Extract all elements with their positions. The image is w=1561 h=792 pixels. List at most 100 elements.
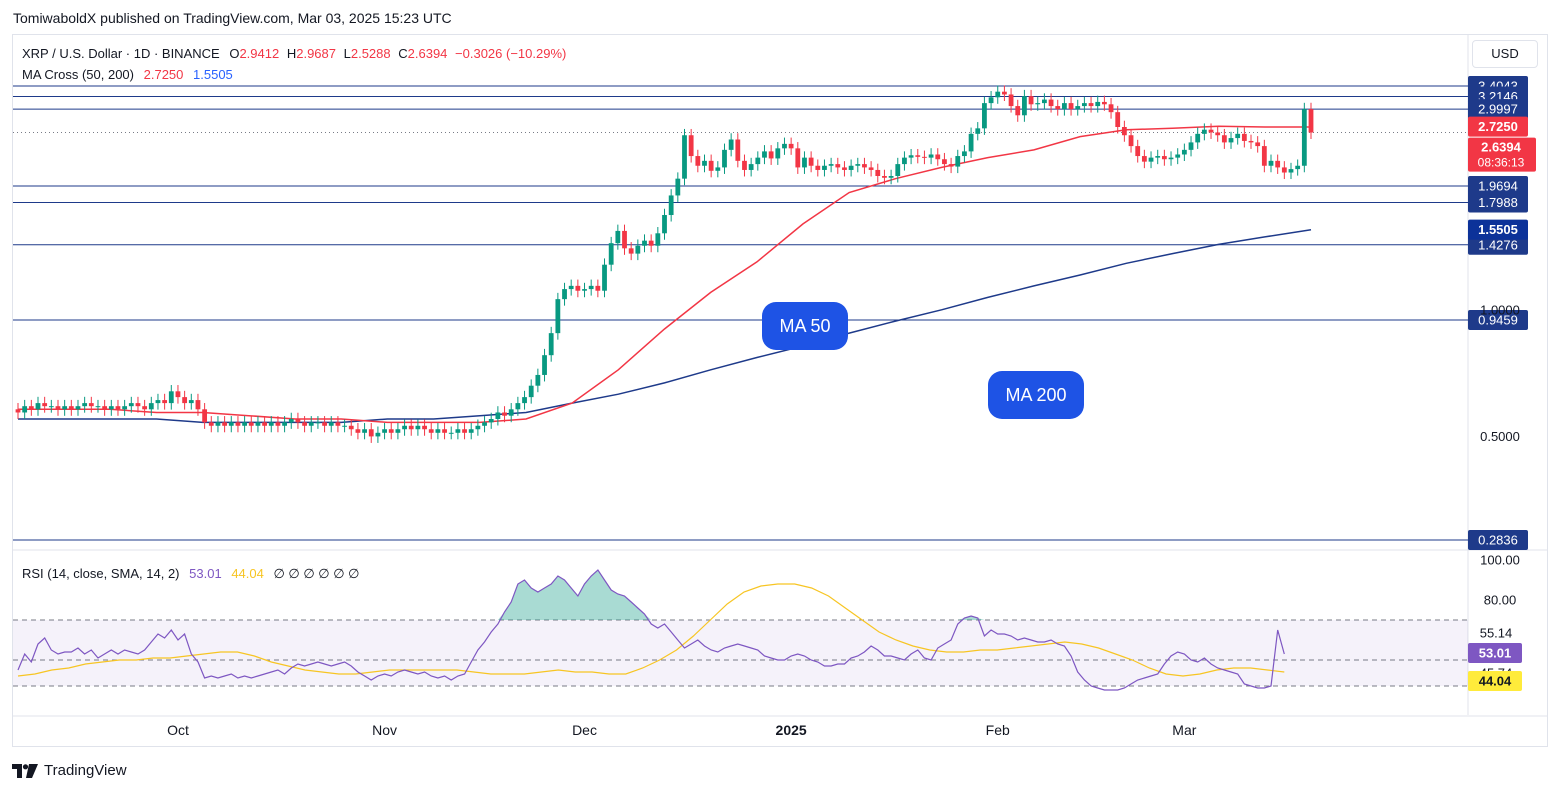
current-price-label: 2.6394 bbox=[1481, 140, 1522, 155]
candle-body bbox=[42, 403, 48, 407]
candle-body bbox=[488, 419, 494, 423]
rsi-sma-line bbox=[17, 583, 1285, 677]
candle-body bbox=[1241, 133, 1247, 141]
currency-button[interactable]: USD bbox=[1472, 40, 1538, 68]
change-value: −0.3026 (−10.29%) bbox=[455, 46, 567, 61]
candle-body bbox=[822, 165, 827, 170]
candle-body bbox=[75, 406, 81, 410]
candle-body bbox=[1095, 101, 1101, 107]
candle-body bbox=[408, 425, 414, 430]
candle-body bbox=[628, 248, 634, 254]
candle-body bbox=[968, 133, 974, 152]
candle-body bbox=[635, 245, 641, 254]
candle-body bbox=[1068, 103, 1074, 110]
candle-body bbox=[1002, 91, 1007, 95]
horizontal-level-label: 1.7988 bbox=[1478, 195, 1518, 210]
symbol-name: XRP / U.S. Dollar · 1D · BINANCE bbox=[22, 46, 220, 61]
rsi-line bbox=[17, 569, 1285, 691]
candle-body bbox=[875, 169, 881, 177]
rsi-placeholders: ∅ ∅ ∅ ∅ ∅ ∅ bbox=[273, 566, 360, 581]
candle-body bbox=[48, 406, 54, 408]
candle-body bbox=[615, 230, 621, 244]
rsi-background-band bbox=[13, 620, 1468, 686]
candle-body bbox=[508, 409, 514, 416]
candle-body bbox=[848, 165, 854, 170]
candle-body bbox=[1081, 103, 1087, 107]
chart-frame bbox=[12, 34, 1548, 747]
tradingview-brand[interactable]: TradingView bbox=[12, 762, 127, 779]
candle-body bbox=[1108, 104, 1114, 113]
rsi-legend[interactable]: RSI (14, close, SMA, 14, 2) 53.01 44.04 … bbox=[22, 566, 360, 582]
candle-body bbox=[1015, 106, 1021, 116]
ma200-annotation-bubble bbox=[988, 371, 1084, 419]
candle-body bbox=[295, 419, 301, 423]
horizontal-level-tag bbox=[1468, 234, 1528, 255]
candle-body bbox=[802, 157, 807, 168]
candle-body bbox=[1055, 106, 1061, 110]
candle-body bbox=[35, 403, 41, 410]
candle-body bbox=[282, 422, 287, 426]
time-axis-tick: Mar bbox=[1172, 722, 1196, 738]
candle-body bbox=[868, 167, 874, 170]
candle-body bbox=[962, 151, 967, 157]
ma200-annotation-text: MA 200 bbox=[1005, 385, 1066, 405]
candle-body bbox=[255, 422, 261, 426]
candle-body bbox=[1028, 96, 1034, 105]
price-axis-tick: 0.5000 bbox=[1480, 429, 1520, 444]
candle-body bbox=[495, 412, 501, 420]
candle-body bbox=[655, 233, 661, 246]
close-label: C bbox=[398, 46, 408, 61]
price-axis-tick: 1.0000 bbox=[1480, 302, 1520, 317]
candle-body bbox=[675, 178, 681, 196]
candle-body bbox=[308, 422, 314, 426]
candle-body bbox=[728, 139, 734, 150]
candle-body bbox=[782, 143, 787, 149]
candle-body bbox=[715, 167, 721, 171]
candle-body bbox=[348, 425, 354, 430]
horizontal-level-label: 1.9694 bbox=[1478, 178, 1518, 193]
candle-body bbox=[662, 215, 667, 234]
candle-body bbox=[402, 425, 407, 430]
candle-body bbox=[788, 143, 794, 149]
candle-body bbox=[108, 406, 114, 410]
candle-body bbox=[395, 429, 401, 433]
candle-body bbox=[1215, 132, 1221, 136]
candle-body bbox=[568, 285, 574, 290]
rsi-indicator-name: RSI (14, close, SMA, 14, 2) bbox=[22, 566, 180, 581]
candle-body bbox=[462, 429, 467, 433]
candle-body bbox=[155, 400, 161, 404]
candle-body bbox=[195, 400, 201, 410]
current-price-tag bbox=[1468, 137, 1536, 172]
candle-body bbox=[742, 160, 747, 170]
high-label: H bbox=[286, 46, 297, 61]
ma200-price-label: 1.5505 bbox=[1478, 222, 1518, 237]
candle-body bbox=[1221, 135, 1227, 143]
candle-body bbox=[435, 429, 441, 433]
candle-body bbox=[722, 149, 727, 168]
horizontal-level-tag bbox=[1468, 99, 1528, 120]
candle-body bbox=[682, 135, 687, 179]
candle-body bbox=[1261, 146, 1267, 166]
horizontal-level-label: 2.9997 bbox=[1478, 102, 1518, 117]
candle-body bbox=[988, 97, 994, 104]
low-label: L bbox=[343, 46, 351, 61]
candle-body bbox=[762, 151, 767, 158]
time-axis-tick: 2025 bbox=[776, 722, 807, 738]
candle-body bbox=[95, 406, 101, 408]
candle-body bbox=[622, 230, 627, 249]
ma200-price-tag bbox=[1468, 219, 1528, 240]
ma-legend[interactable]: MA Cross (50, 200) 2.7250 1.5505 bbox=[22, 67, 233, 82]
candle-body bbox=[1255, 142, 1261, 147]
candle-body bbox=[428, 429, 434, 433]
horizontal-level-tag bbox=[1468, 192, 1528, 213]
candle-body bbox=[755, 157, 761, 165]
candle-body bbox=[1295, 165, 1301, 170]
candle-body bbox=[902, 157, 907, 165]
candle-body bbox=[122, 406, 128, 410]
candle-body bbox=[1228, 138, 1234, 143]
candle-body bbox=[302, 422, 307, 426]
candle-body bbox=[982, 103, 987, 129]
candle-body bbox=[262, 422, 268, 426]
candle-body bbox=[735, 139, 741, 161]
